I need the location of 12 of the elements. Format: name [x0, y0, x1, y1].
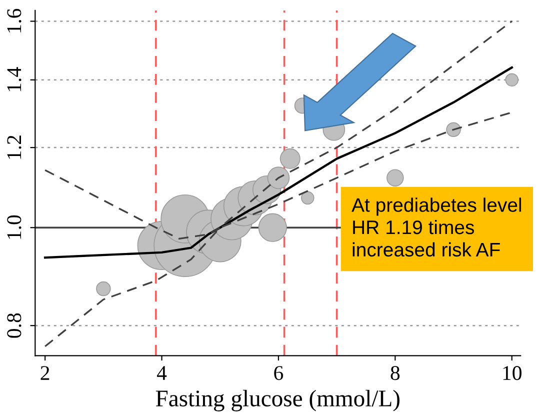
x-tick-label: 8 [390, 366, 400, 380]
y-tick-label: 1.0 [7, 215, 22, 239]
x-tick-label: 6 [274, 366, 284, 380]
x-tick-label: 2 [40, 366, 50, 380]
x-axis-title: Fasting glucose (mmol/L) [156, 390, 400, 412]
y-tick-label: 1.2 [7, 136, 22, 159]
y-tick-label: 0.8 [7, 313, 22, 338]
y-tick-label: 1.4 [7, 67, 22, 92]
y-tick-label: 1.6 [7, 8, 22, 32]
x-tick-label: 10 [503, 366, 522, 380]
annotation: At prediabetes level HR 1.19 times increased risk AF [352, 198, 522, 257]
x-tick-label: 4 [156, 366, 167, 380]
